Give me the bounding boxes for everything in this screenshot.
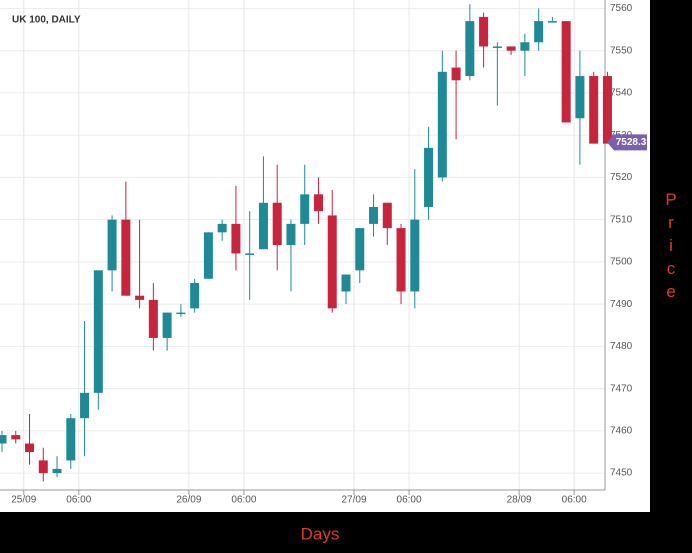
- candle-body: [451, 67, 461, 81]
- y-tick-label: 7550: [610, 45, 633, 56]
- candle-body: [437, 71, 447, 178]
- candle-body: [300, 194, 310, 224]
- y-tick-label: 7540: [610, 88, 633, 99]
- y-tick-label: 7450: [610, 468, 633, 479]
- candle-body: [313, 194, 323, 212]
- candle-body: [341, 274, 351, 292]
- last-price-badge: [607, 134, 647, 151]
- y-tick-label: 7480: [610, 341, 633, 352]
- candle-body: [217, 223, 227, 233]
- candle-body: [286, 223, 296, 245]
- candle-body: [245, 253, 255, 255]
- candle-body: [492, 46, 502, 48]
- candle-body: [520, 42, 530, 51]
- candle-body: [148, 299, 158, 338]
- x-tick-label: 26/09: [176, 495, 201, 506]
- candle-body: [121, 219, 131, 296]
- candle-body: [0, 435, 7, 444]
- candle-body: [52, 468, 62, 474]
- candle-body: [561, 21, 571, 123]
- candle-body: [11, 435, 21, 440]
- candle-body: [190, 283, 200, 309]
- y-tick-label: 7520: [610, 172, 633, 183]
- candle-body: [93, 270, 103, 393]
- x-tick-label: 25/09: [11, 495, 36, 506]
- candle-body: [203, 232, 213, 279]
- candle-body: [66, 418, 76, 461]
- y-tick-label: 7490: [610, 299, 633, 310]
- candle-body: [410, 219, 420, 292]
- x-tick-label: 06:00: [66, 495, 91, 506]
- x-tick-label: 28/09: [507, 495, 532, 506]
- candle-body: [38, 460, 48, 474]
- y-tick-label: 7560: [610, 3, 633, 14]
- candle-body: [135, 295, 145, 300]
- candle-body: [382, 202, 392, 229]
- candle-body: [547, 21, 557, 23]
- candle-body: [506, 46, 516, 51]
- candle-body: [272, 202, 282, 245]
- candle-body: [25, 443, 35, 452]
- candle-body: [176, 312, 186, 315]
- candle-body: [396, 228, 406, 292]
- candle-body: [80, 392, 90, 419]
- x-tick-label: 27/09: [341, 495, 366, 506]
- candle-body: [479, 16, 489, 47]
- y-tick-label: 7470: [610, 383, 633, 394]
- y-tick-label: 7500: [610, 257, 633, 268]
- plot-background: [0, 0, 650, 512]
- y-axis-label: Price: [662, 190, 681, 305]
- candle-body: [327, 215, 337, 309]
- x-tick-label: 06:00: [397, 495, 422, 506]
- candle-body: [575, 76, 585, 119]
- candle-body: [107, 219, 117, 271]
- x-axis-label: Days: [301, 524, 340, 543]
- candle-body: [162, 312, 172, 338]
- last-price-label: 7528.3: [616, 137, 647, 148]
- candle-body: [465, 21, 475, 77]
- candle-body: [602, 76, 612, 144]
- chart-title: UK 100, DAILY: [12, 15, 81, 26]
- candle-body: [534, 21, 544, 43]
- candle-body: [355, 228, 365, 271]
- candle-body: [424, 147, 434, 207]
- candle-body: [231, 223, 241, 254]
- y-tick-label: 7510: [610, 214, 633, 225]
- x-tick-label: 06:00: [231, 495, 256, 506]
- candle-body: [589, 76, 599, 144]
- candle-body: [258, 202, 268, 250]
- x-tick-label: 06:00: [562, 495, 587, 506]
- candle-body: [369, 206, 379, 224]
- y-tick-label: 7460: [610, 426, 633, 437]
